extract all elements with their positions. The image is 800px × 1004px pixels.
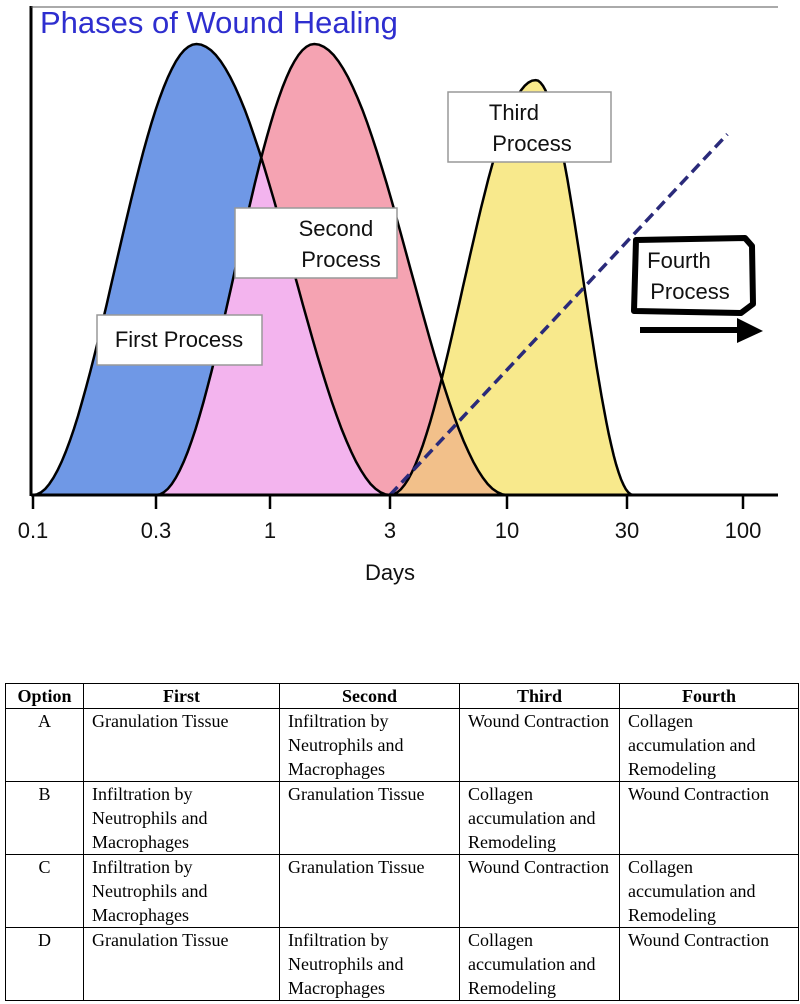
third-process-label-box: Third Process [447,91,612,163]
third-cell: Collagen accumulation and Remodeling [459,927,620,1001]
third-cell: Wound Contraction [459,708,620,782]
second-cell: Granulation Tissue [279,854,460,928]
first-cell: Infiltration by Neutrophils and Macropha… [83,781,280,855]
third-process-curve [390,80,634,495]
first-cell: Granulation Tissue [83,708,280,782]
x-tick-label: 0.3 [141,518,172,543]
fourth-process-label: Fourth Process [647,248,730,304]
fourth-cell: Wound Contraction [619,781,799,855]
fourth-cell: Collagen accumulation and Remodeling [619,854,799,928]
x-tick-label: 100 [725,518,762,543]
option-letter: D [5,927,84,1001]
wound-healing-chart: Phases of Wound Healing 0.1 0.3 1 3 10 30 100 … [18,5,778,585]
second-cell: Infiltration by Neutrophils and Macropha… [279,927,460,1001]
x-tick-label: 30 [615,518,639,543]
third-process-outline [389,78,634,497]
header-second: Second [279,683,460,709]
first-cell: Infiltration by Neutrophils and Macropha… [83,854,280,928]
second-process-outline [155,42,508,497]
first-cell: Granulation Tissue [83,927,280,1001]
chart-svg: Phases of Wound Healing 0.1 0.3 1 3 10 30 100 … [18,5,778,585]
second-process-label-box: Second Process [234,207,398,279]
x-tick-label: 10 [495,518,519,543]
third-cell: Wound Contraction [459,854,620,928]
x-axis-tick-labels: 0.1 0.3 1 3 10 30 100 [18,518,762,543]
fourth-process-line [388,133,729,497]
header-fourth: Fourth [619,683,799,709]
x-axis-ticks [31,495,745,509]
second-cell: Granulation Tissue [279,781,460,855]
first-process-label-box: First Process [96,314,263,366]
first-process-label: First Process [115,327,243,352]
fourth-cell: Wound Contraction [619,927,799,1001]
x-tick-label: 1 [264,518,276,543]
table-row-option-c: C Infiltration by Neutrophils and Macrop… [5,854,799,928]
header-third: Third [459,683,620,709]
x-axis-label: Days [365,560,415,585]
x-tick-label: 3 [384,518,396,543]
second-process-label: Second Process [299,216,381,272]
first-process-outline [32,42,391,497]
table-row-option-d: D Granulation Tissue Infiltration by Neu… [5,927,799,1001]
header-option: Option [5,683,84,709]
option-letter: B [5,781,84,855]
table-row-option-a: A Granulation Tissue Infiltration by Neu… [5,708,799,782]
fourth-cell: Collagen accumulation and Remodeling [619,708,799,782]
fourth-process-arrow [640,318,763,343]
x-tick-label: 0.1 [18,518,49,543]
third-cell: Collagen accumulation and Remodeling [459,781,620,855]
header-first: First [83,683,280,709]
second-cell: Infiltration by Neutrophils and Macropha… [279,708,460,782]
table-row-option-b: B Infiltration by Neutrophils and Macrop… [5,781,799,855]
fourth-process-label-box: Fourth Process [631,235,756,316]
chart-title: Phases of Wound Healing [40,5,398,40]
answer-options-table: Option First Second Third Fourth A Granu… [5,683,799,1001]
option-letter: C [5,854,84,928]
option-letter: A [5,708,84,782]
table-header-row: Option First Second Third Fourth [5,683,799,709]
third-process-label: Third Process [489,100,572,156]
